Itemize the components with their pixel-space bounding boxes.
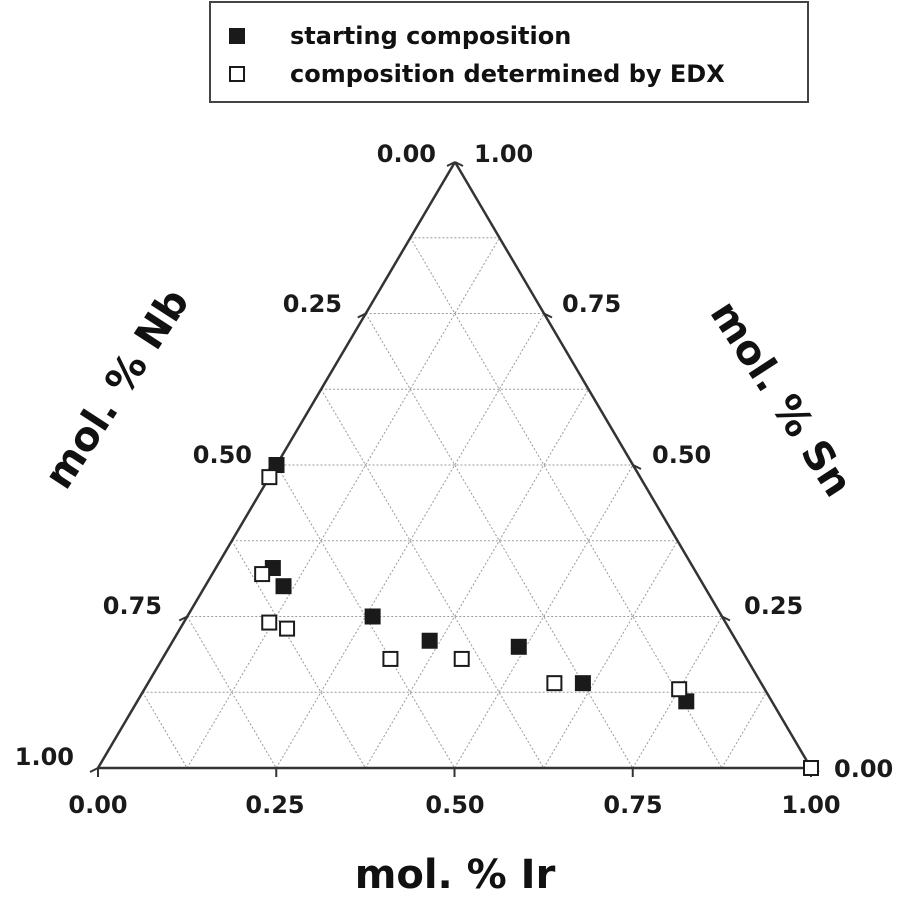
grid-line-nb bbox=[276, 464, 455, 769]
grid-line-nb bbox=[231, 540, 366, 769]
right-tick bbox=[454, 161, 464, 167]
grid-line-ir bbox=[543, 540, 678, 769]
left-tick-label: 1.00 bbox=[15, 743, 74, 771]
legend-entry-starting: starting composition bbox=[290, 22, 571, 50]
left-tick-label: 0.50 bbox=[193, 441, 252, 469]
bottom-tick-labels: 0.00 0.25 0.50 0.75 1.00 bbox=[68, 791, 840, 819]
edx-composition-point bbox=[453, 650, 470, 667]
left-tick bbox=[446, 161, 456, 167]
right-tick-labels: 1.00 0.75 0.50 0.25 0.00 bbox=[474, 140, 893, 783]
data-points bbox=[254, 457, 819, 776]
starting-composition-point bbox=[421, 632, 438, 649]
right-tick-label: 0.00 bbox=[834, 755, 893, 783]
starting-composition-point bbox=[574, 675, 591, 692]
starting-composition-point bbox=[510, 638, 527, 655]
grid-line-ir bbox=[186, 237, 500, 769]
left-tick-labels: 0.00 0.25 0.50 0.75 1.00 bbox=[15, 140, 436, 771]
edx-composition-point bbox=[254, 566, 271, 583]
left-tick bbox=[89, 767, 99, 773]
grid-line-nb bbox=[186, 616, 277, 769]
grid-line-nb bbox=[142, 691, 188, 769]
bottom-tick-label: 0.00 bbox=[68, 791, 127, 819]
bottom-axis-title: mol. % Ir bbox=[355, 852, 556, 898]
edx-composition-point bbox=[279, 620, 296, 637]
legend: starting composition composition determi… bbox=[209, 1, 809, 103]
bottom-tick-label: 1.00 bbox=[781, 791, 840, 819]
right-axis-title: mol. % Sn bbox=[701, 293, 861, 505]
edx-composition-point bbox=[546, 675, 563, 692]
grid-line-nb bbox=[320, 388, 545, 769]
legend-box bbox=[209, 1, 809, 103]
left-axis-title: mol. % Nb bbox=[36, 281, 199, 497]
grid-line-ir bbox=[632, 616, 723, 769]
bottom-tick-label: 0.50 bbox=[425, 791, 484, 819]
right-tick-label: 1.00 bbox=[474, 140, 533, 168]
edx-composition-point bbox=[382, 650, 399, 667]
legend-open-square-marker bbox=[229, 66, 245, 82]
bottom-tick-label: 0.75 bbox=[603, 791, 662, 819]
left-tick bbox=[178, 615, 188, 622]
left-tick-label: 0.25 bbox=[283, 290, 342, 318]
starting-composition-point bbox=[364, 608, 381, 625]
grid-line-ir bbox=[454, 464, 634, 769]
edx-composition-point bbox=[803, 760, 819, 776]
right-tick bbox=[721, 615, 731, 622]
left-tick bbox=[357, 312, 367, 319]
right-tick-label: 0.25 bbox=[744, 592, 803, 620]
grid-lines bbox=[142, 237, 767, 769]
edx-composition-point bbox=[261, 614, 278, 631]
starting-composition-point bbox=[275, 578, 292, 595]
right-tick-label: 0.75 bbox=[562, 290, 621, 318]
right-tick bbox=[543, 312, 553, 319]
grid-line-ir bbox=[721, 691, 767, 769]
bottom-tick-label: 0.25 bbox=[245, 791, 304, 819]
right-tick bbox=[632, 464, 642, 470]
left-tick-label: 0.75 bbox=[103, 592, 162, 620]
grid-line-ir bbox=[364, 388, 589, 769]
left-tick-label: 0.00 bbox=[377, 140, 436, 168]
edx-composition-point bbox=[671, 681, 688, 698]
legend-filled-square-marker bbox=[229, 28, 245, 44]
right-tick-label: 0.50 bbox=[652, 441, 711, 469]
legend-entry-edx: composition determined by EDX bbox=[290, 60, 725, 88]
tick-marks bbox=[89, 161, 820, 777]
grid-line-nb bbox=[409, 237, 723, 769]
edx-composition-point bbox=[261, 469, 278, 486]
